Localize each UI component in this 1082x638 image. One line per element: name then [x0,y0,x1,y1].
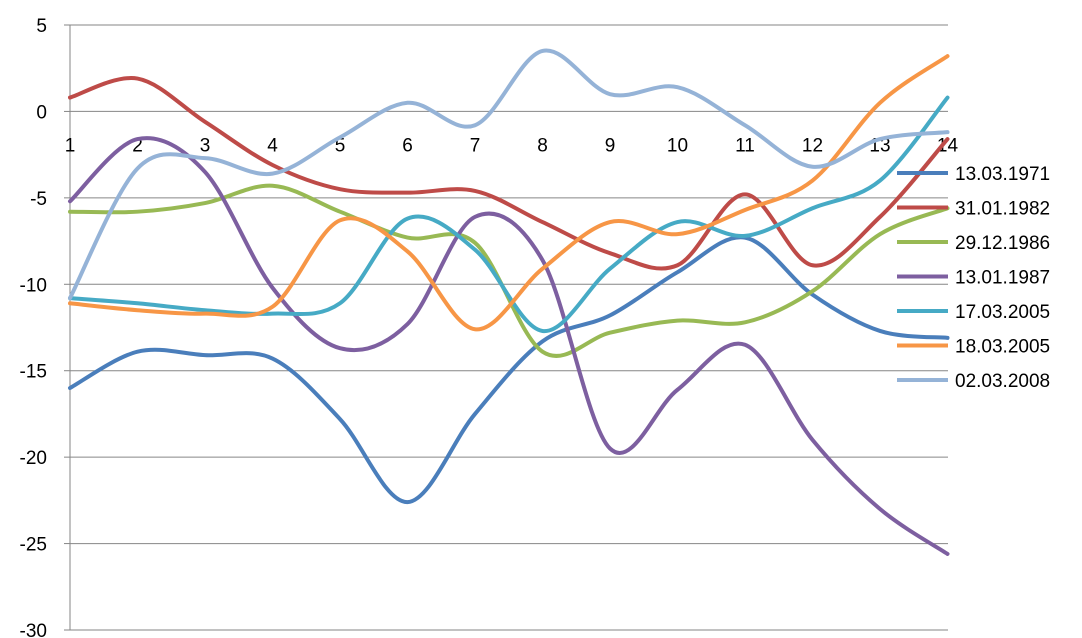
legend: 13.03.1971 31.01.1982 29.12.1986 13.01.1987… [897,164,1050,392]
legend-label: 13.01.1987 [955,268,1050,289]
x-tick-label: 12 [802,135,823,156]
x-tick-label: 1 [65,135,76,156]
x-tick-label: 2 [132,135,143,156]
y-tick-label: 5 [36,16,47,37]
y-tick-label: -30 [20,621,47,638]
x-tick-label: 11 [735,135,755,156]
y-tick-label: -25 [20,535,47,556]
legend-label: 31.01.1982 [955,199,1050,220]
y-tick-label: -15 [20,362,47,383]
series-line-7 [68,48,950,301]
series-lines [68,48,950,556]
x-axis-tick-labels: 1 2 3 4 5 6 7 8 9 10 11 12 13 14 [65,135,959,156]
x-tick-label: 8 [537,135,548,156]
legend-label: 18.03.2005 [955,337,1050,358]
legend-label: 17.03.2005 [955,302,1050,323]
gridlines [70,24,948,631]
y-tick-label: -5 [30,189,47,210]
x-tick-label: 7 [470,135,481,156]
series-line-5 [68,95,950,333]
y-axis-tick-labels: 5 0 -5 -10 -15 -20 -25 -30 [20,16,47,638]
x-tick-label: 10 [667,135,688,156]
series-line-4 [68,136,950,556]
x-tick-label: 14 [937,135,959,156]
series-line-3 [68,183,950,358]
series-line-2 [68,76,950,271]
y-tick-label: -20 [20,448,47,469]
y-tick-label: -10 [20,275,47,296]
legend-label: 29.12.1986 [955,233,1050,254]
series-line-1 [68,235,950,505]
x-tick-label: 5 [335,135,346,156]
x-tick-label: 3 [200,135,211,156]
legend-label: 13.03.1971 [955,164,1050,185]
x-tick-label: 9 [605,135,616,156]
series-line-6 [68,54,950,332]
x-tick-label: 6 [402,135,413,156]
axes [64,24,948,631]
x-tick-label: 4 [267,135,278,156]
y-tick-label: 0 [36,102,47,123]
legend-label: 02.03.2008 [955,371,1050,392]
